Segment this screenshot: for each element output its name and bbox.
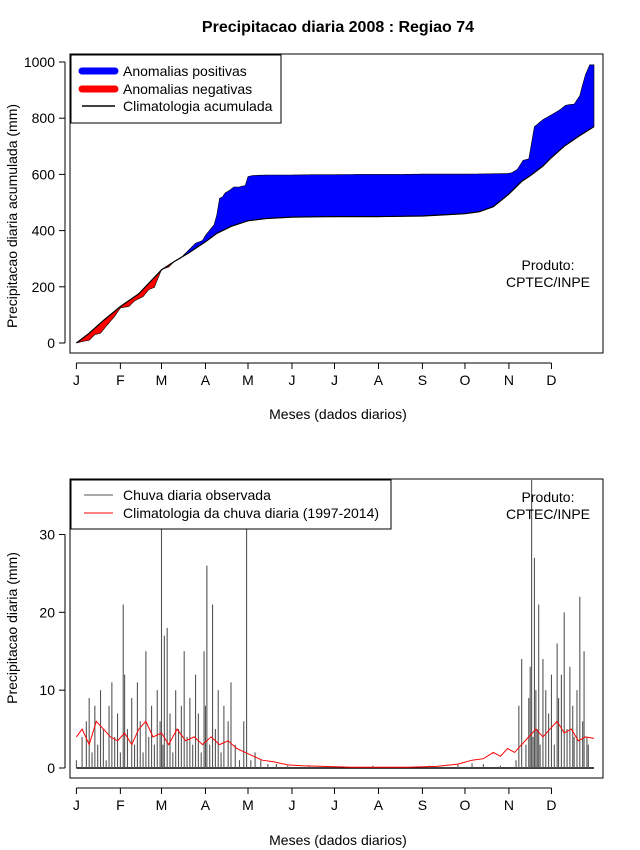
bottom-legend: Chuva diaria observada Climatologia da c…	[70, 479, 392, 530]
bottom-x-tick-label: D	[546, 797, 556, 813]
top-x-tick-label: N	[504, 372, 514, 388]
top-x-tick-label: S	[418, 372, 427, 388]
legend-label-clim-daily: Climatologia da chuva diaria (1997-2014)	[123, 505, 379, 521]
bottom-plot-frame	[69, 478, 604, 779]
top-y-tick-label: 600	[32, 166, 56, 182]
bottom-x-axis-label: Meses (dados diarios)	[269, 832, 407, 848]
top-plot-area	[76, 64, 595, 344]
bottom-product-label: Produto:	[522, 489, 575, 505]
top-y-tick-label: 400	[32, 223, 56, 239]
top-product-source: CPTEC/INPE	[506, 274, 590, 290]
top-y-tick-label: 200	[32, 279, 56, 295]
top-y-tick-label: 1000	[24, 54, 55, 70]
bottom-y-tick-label: 10	[39, 682, 55, 698]
top-y-tick-label: 0	[47, 335, 55, 351]
daily-precipitation-chart: J F M A M J J A S O N D 0 10 20 30 Meses (dados diario…	[4, 478, 604, 848]
bottom-x-tick-label: N	[504, 797, 514, 813]
top-plot-frame	[69, 53, 604, 354]
bottom-x-tick-label: M	[156, 797, 168, 813]
legend-label-negative: Anomalias negativas	[123, 81, 252, 97]
bottom-y-tick-label: 0	[47, 760, 55, 776]
top-x-tick-label: J	[331, 372, 338, 388]
bottom-x-tick-label: S	[418, 797, 427, 813]
top-x-tick-label: M	[156, 372, 168, 388]
bottom-x-tick-label: A	[201, 797, 211, 813]
legend-label-observed: Chuva diaria observada	[123, 487, 271, 503]
bottom-y-axis-label: Precipitacao diaria (mm)	[4, 552, 20, 704]
top-x-tick-label: D	[546, 372, 556, 388]
top-x-tick-label: A	[201, 372, 211, 388]
top-y-tick-label: 800	[32, 110, 56, 126]
bottom-y-axis: 0 10 20 30	[39, 526, 66, 776]
bottom-x-tick-label: J	[331, 797, 338, 813]
bottom-y-tick-label: 20	[39, 604, 55, 620]
bottom-plot-area	[75, 480, 595, 769]
daily-climatology-line	[75, 720, 595, 768]
figure-title: Precipitacao diaria 2008 : Regiao 74	[202, 19, 474, 36]
bottom-x-tick-label: A	[374, 797, 384, 813]
top-x-tick-label: O	[460, 372, 471, 388]
top-x-tick-label: J	[288, 372, 295, 388]
legend-label-climatology: Climatologia acumulada	[123, 98, 273, 114]
bottom-y-tick-label: 30	[39, 526, 55, 542]
bottom-product-source: CPTEC/INPE	[506, 506, 590, 522]
cumulative-climatology-line	[76, 126, 595, 344]
bottom-x-tick-label: F	[116, 797, 125, 813]
bottom-x-tick-label: J	[73, 797, 80, 813]
top-x-tick-label: F	[116, 372, 125, 388]
bottom-x-tick-label: J	[288, 797, 295, 813]
top-x-tick-label: A	[374, 372, 384, 388]
bottom-x-tick-label: O	[460, 797, 471, 813]
bottom-x-tick-label: M	[242, 797, 254, 813]
cumulative-precipitation-chart: J F M A M J J A S O N D 0 200 400 600 800 1000 Meses (da…	[4, 53, 604, 422]
top-x-axis-label: Meses (dados diarios)	[269, 406, 407, 422]
top-product-label: Produto:	[522, 257, 575, 273]
top-legend: Anomalias positivas Anomalias negativas …	[70, 54, 282, 124]
top-x-tick-label: M	[242, 372, 254, 388]
top-y-axis: 0 200 400 600 800 1000	[24, 54, 66, 351]
top-y-axis-label: Precipitacao diaria acumulada (mm)	[4, 104, 20, 328]
top-x-tick-label: J	[73, 372, 80, 388]
bottom-legend-box	[70, 479, 392, 530]
legend-label-positive: Anomalias positivas	[123, 63, 247, 79]
